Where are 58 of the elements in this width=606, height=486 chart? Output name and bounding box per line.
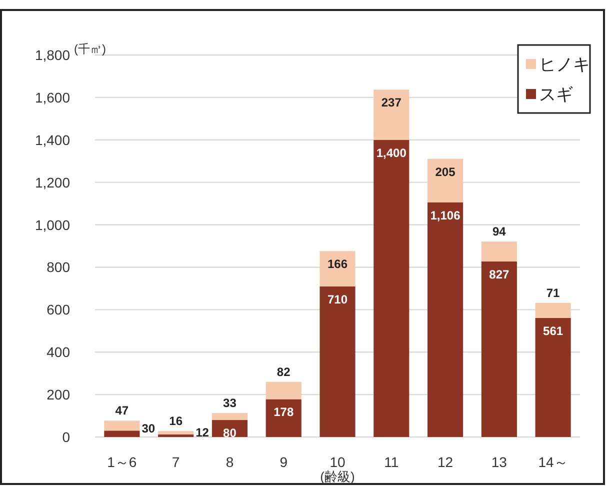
data-label: 12 — [196, 425, 210, 440]
data-label: 30 — [142, 422, 156, 436]
data-label: 166 — [327, 257, 348, 272]
data-label: 47 — [115, 404, 129, 418]
bar — [374, 90, 410, 140]
bar — [158, 431, 194, 434]
y-tick-label: 1,600 — [34, 89, 70, 106]
bar — [535, 318, 571, 437]
bar — [320, 286, 356, 437]
bar — [374, 140, 410, 437]
y-tick-label: 1,800 — [34, 47, 70, 63]
x-tick-label: 10 — [330, 454, 346, 470]
bar — [481, 261, 517, 437]
y-tick-label: 1,400 — [34, 132, 70, 148]
legend-label: スギ — [539, 85, 573, 104]
bar — [104, 420, 140, 431]
x-axis-title: (齢級) — [320, 469, 355, 484]
bar — [320, 251, 356, 286]
y-tick-label: 0 — [62, 429, 70, 445]
data-label: 71 — [546, 286, 560, 300]
y-tick-label: 200 — [46, 386, 70, 403]
data-label: 1,400 — [376, 146, 407, 160]
data-label: 16 — [169, 414, 183, 428]
x-tick-label: 7 — [172, 454, 180, 470]
x-tick-label: 9 — [280, 454, 288, 470]
bar — [266, 382, 302, 400]
data-label: 827 — [489, 267, 510, 282]
bar — [104, 430, 140, 437]
bar — [535, 302, 571, 318]
data-label: 80 — [223, 426, 237, 440]
data-label: 710 — [327, 292, 348, 306]
x-tick-label: 11 — [384, 454, 399, 470]
bar — [158, 434, 194, 437]
x-tick-label: 8 — [226, 454, 234, 470]
y-tick-label: 1,200 — [34, 174, 70, 190]
x-tick-label: 12 — [437, 454, 454, 470]
data-label: 33 — [223, 396, 237, 410]
x-tick-label: 13 — [491, 454, 508, 470]
data-label: 561 — [543, 324, 564, 338]
data-label: 178 — [274, 405, 294, 420]
bar — [481, 242, 517, 262]
y-tick-label: 1,000 — [34, 216, 70, 233]
data-label: 205 — [435, 164, 456, 179]
x-tick-label: 14～ — [538, 454, 568, 470]
bar — [212, 413, 248, 420]
x-tick-label: 1～6 — [107, 454, 137, 470]
y-tick-label: 400 — [46, 344, 70, 360]
data-label: 82 — [276, 364, 291, 379]
y-tick-label: 600 — [46, 302, 70, 318]
bar — [427, 158, 464, 202]
y-axis-title: (千㎥) — [74, 42, 106, 56]
bar — [427, 202, 464, 437]
legend-label: ヒノキ — [539, 55, 590, 74]
data-label: 94 — [492, 224, 506, 239]
data-label: 1,106 — [430, 208, 461, 222]
y-tick-label: 800 — [46, 259, 70, 276]
bar — [266, 399, 302, 437]
data-label: 237 — [381, 96, 402, 110]
